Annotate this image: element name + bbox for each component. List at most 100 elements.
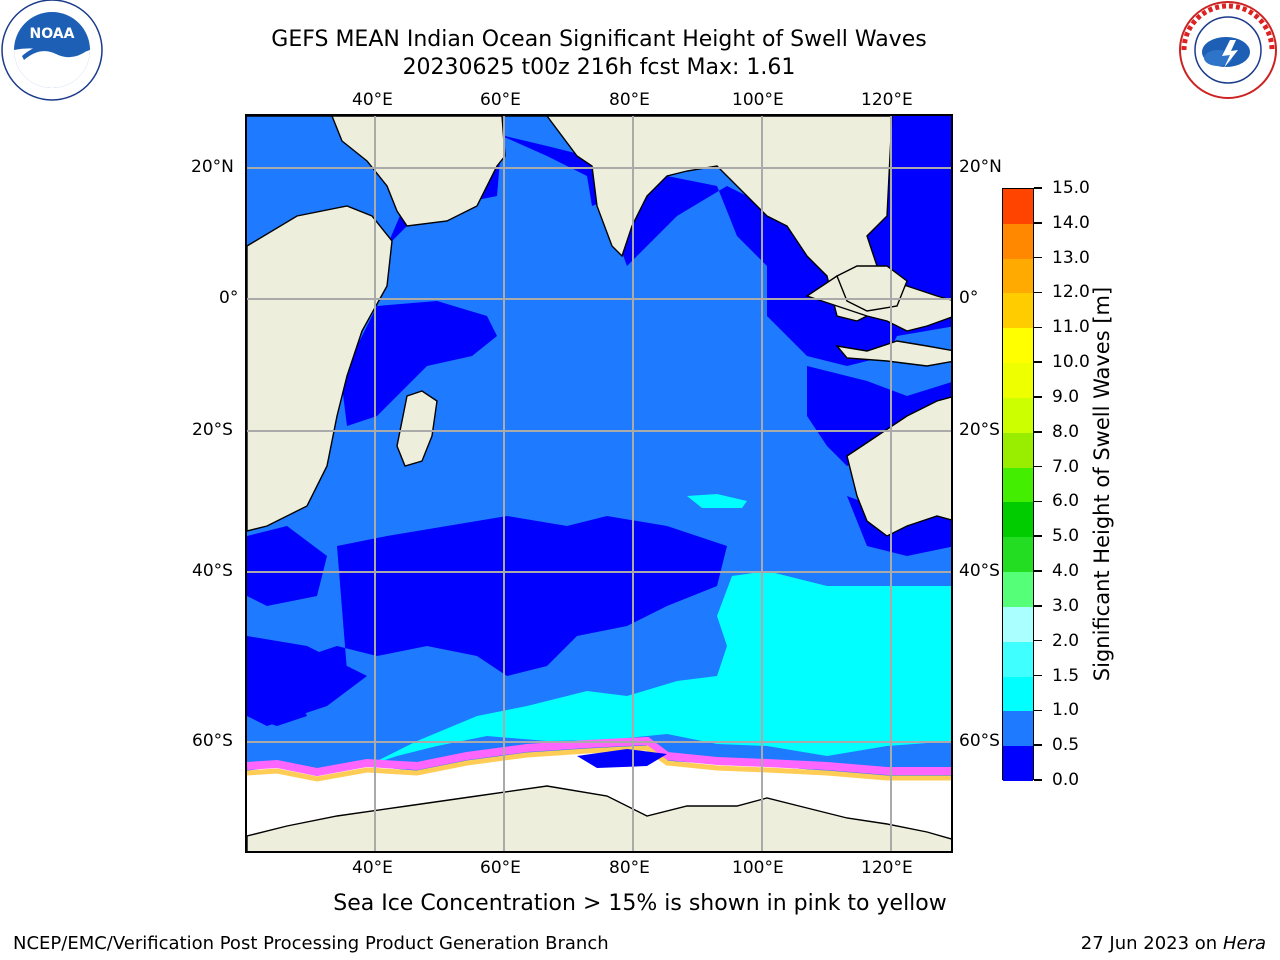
colorbar-tick-label: 12.0 <box>1052 282 1090 303</box>
lat-label-right: 40°S <box>959 561 1000 581</box>
lat-label-left: 0° <box>219 288 239 308</box>
colorbar-segment <box>1003 572 1033 607</box>
colorbar-segment <box>1003 641 1033 677</box>
colorbar-segment <box>1003 432 1033 468</box>
colorbar-segment <box>1003 606 1033 642</box>
lon-label-bottom: 40°E <box>352 858 393 878</box>
colorbar-tick-label: 4.0 <box>1052 561 1080 582</box>
colorbar-tick-mark <box>1034 674 1042 677</box>
lon-label-bottom: 100°E <box>732 858 784 878</box>
colorbar-tick-label: 6.0 <box>1052 491 1080 512</box>
ocean-low-indonesia <box>807 366 951 466</box>
ocean-high-south <box>367 571 951 766</box>
map-subtitle: 20230625 t00z 216h fcst Max: 1.61 <box>402 55 796 80</box>
lon-label-bottom: 120°E <box>861 858 913 878</box>
nws-logo <box>1176 0 1280 104</box>
lon-label-top: 60°E <box>480 90 521 110</box>
colorbar-segment <box>1003 328 1033 364</box>
lon-label-top: 120°E <box>861 90 913 110</box>
colorbar-segment <box>1003 711 1033 747</box>
colorbar-tick-label: 1.5 <box>1052 665 1080 686</box>
colorbar-segment <box>1003 189 1033 224</box>
footer-date: 27 Jun 2023 on Hera <box>1081 933 1266 955</box>
colorbar-tick-label: 2.0 <box>1052 630 1080 651</box>
map-title: GEFS MEAN Indian Ocean Significant Heigh… <box>271 27 927 52</box>
colorbar-segment <box>1003 363 1033 398</box>
colorbar-tick-label: 0.0 <box>1052 770 1080 790</box>
colorbar <box>1002 188 1034 781</box>
colorbar-segment <box>1003 223 1033 259</box>
map-panel <box>245 114 953 853</box>
lat-label-right: 0° <box>959 288 979 308</box>
colorbar-tick-mark <box>1034 535 1042 537</box>
colorbar-segment <box>1003 502 1033 538</box>
lat-label-left: 40°S <box>192 561 233 581</box>
lat-label-right: 20°S <box>959 420 1000 440</box>
land-antarctica <box>247 785 951 851</box>
ocean-low-madagascar <box>342 301 497 426</box>
colorbar-tick-mark <box>1034 222 1042 224</box>
colorbar-segment <box>1003 258 1033 294</box>
ice-edge-yellow <box>247 745 951 782</box>
colorbar-tick-label: 8.0 <box>1052 421 1080 442</box>
graticule <box>247 116 951 851</box>
colorbar-tick-label: 1.0 <box>1052 700 1080 721</box>
colorbar-segment <box>1003 746 1033 781</box>
colorbar-tick-label: 15.0 <box>1052 178 1090 198</box>
colorbar-tick-mark <box>1034 570 1042 572</box>
colorbar-segment <box>1003 676 1033 712</box>
colorbar-tick-mark <box>1034 639 1042 642</box>
colorbar-tick-mark <box>1034 361 1042 363</box>
colorbar-segment <box>1003 467 1033 503</box>
land-africa <box>247 205 393 532</box>
colorbar-tick-mark <box>1034 256 1042 259</box>
colorbar-tick-mark <box>1034 396 1042 398</box>
colorbar-tick-mark <box>1034 779 1042 781</box>
lon-label-top: 40°E <box>352 90 393 110</box>
lon-label-bottom: 80°E <box>609 858 650 878</box>
colorbar-tick-label: 10.0 <box>1052 352 1090 373</box>
colorbar-tick-mark <box>1034 709 1042 712</box>
sea-ice-caption: Sea Ice Concentration > 15% is shown in … <box>333 891 947 916</box>
footer-machine: Hera <box>1222 933 1266 954</box>
lat-label-left: 20°N <box>191 157 234 177</box>
land-madagascar <box>396 390 438 467</box>
colorbar-tick-label: 0.5 <box>1052 735 1080 756</box>
colorbar-tick-mark <box>1034 500 1042 503</box>
footer-branch: NCEP/EMC/Verification Post Processing Pr… <box>13 933 609 954</box>
noaa-logo: NOAA <box>0 0 104 104</box>
colorbar-tick-label: 13.0 <box>1052 247 1090 268</box>
colorbar-tick-label: 5.0 <box>1052 526 1080 547</box>
colorbar-tick-label: 11.0 <box>1052 317 1090 338</box>
map-canvas <box>247 116 951 851</box>
ocean-low-far-southwest <box>247 636 367 726</box>
colorbar-tick-label: 14.0 <box>1052 212 1090 233</box>
ice-edge-pink <box>247 736 951 777</box>
ocean-low-south-band <box>247 516 727 726</box>
lon-label-bottom: 60°E <box>480 858 521 878</box>
colorbar-tick-mark <box>1034 431 1042 433</box>
ocean-high-patch <box>687 494 747 508</box>
lat-label-left: 20°S <box>192 420 233 440</box>
colorbar-tick-mark <box>1034 326 1042 329</box>
colorbar-tick-label: 9.0 <box>1052 386 1080 407</box>
colorbar-tick-mark <box>1034 465 1042 468</box>
footer-date-text: 27 Jun 2023 on <box>1080 933 1218 954</box>
lat-label-right: 20°N <box>959 157 1002 177</box>
lon-label-top: 100°E <box>732 90 784 110</box>
colorbar-tick-label: 3.0 <box>1052 595 1080 616</box>
colorbar-segment <box>1003 397 1033 433</box>
colorbar-segment <box>1003 537 1033 573</box>
colorbar-tick-label: 7.0 <box>1052 456 1080 477</box>
ocean-low-southwest <box>247 526 327 606</box>
colorbar-tick-mark <box>1034 605 1042 607</box>
ocean-low-ice-pocket <box>577 749 667 768</box>
lon-label-top: 80°E <box>609 90 650 110</box>
colorbar-segment <box>1003 293 1033 329</box>
lat-label-right: 60°S <box>959 731 1000 751</box>
colorbar-tick-mark <box>1034 744 1042 746</box>
colorbar-tick-mark <box>1034 187 1042 189</box>
colorbar-tick-mark <box>1034 291 1042 294</box>
land-java <box>835 340 951 367</box>
lat-label-left: 60°S <box>192 731 233 751</box>
